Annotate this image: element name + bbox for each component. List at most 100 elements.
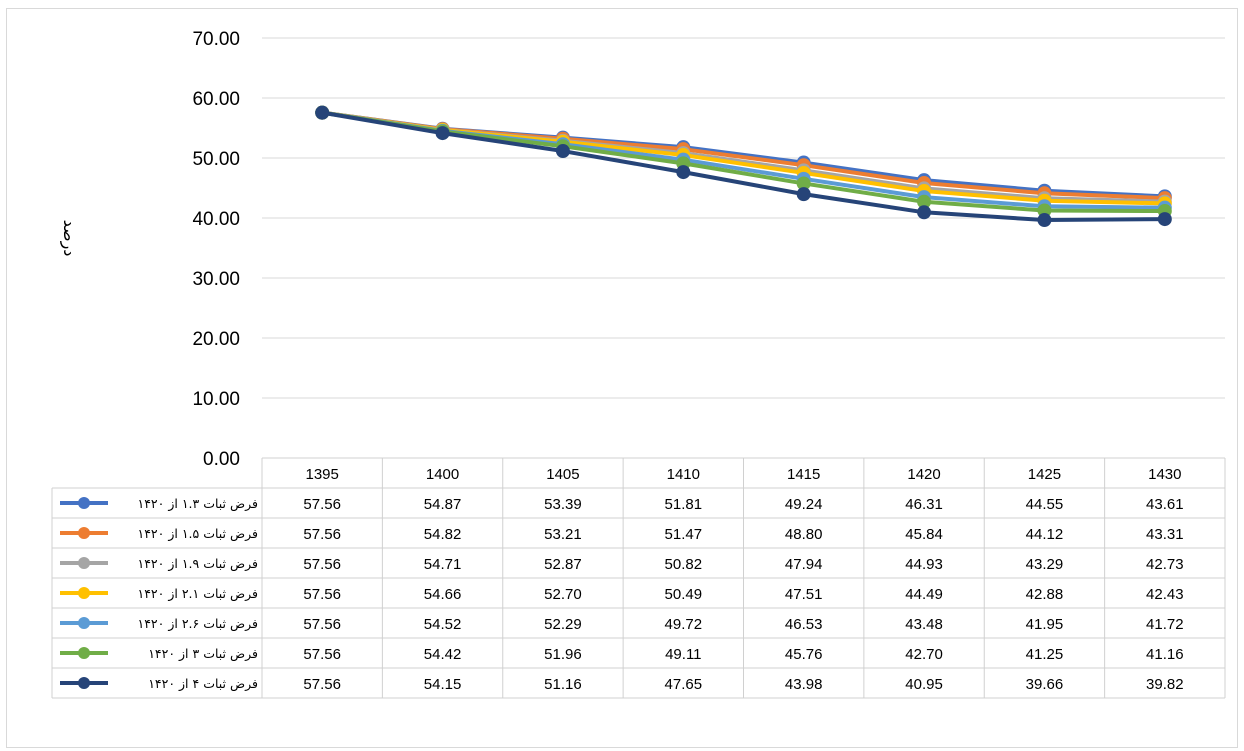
table-cell-value: 57.56 [303, 616, 341, 633]
table-cell-value: 45.76 [785, 646, 823, 663]
legend-label: فرض ثبات ۲.۶ از ۱۴۲۰ [138, 616, 259, 632]
legend-key-marker [78, 647, 90, 659]
table-cell-value: 44.55 [1026, 496, 1064, 513]
table-cell-value: 42.43 [1146, 586, 1184, 603]
data-point [1037, 213, 1052, 228]
table-cell-value: 53.39 [544, 496, 582, 513]
table-cell-value: 43.48 [905, 616, 943, 633]
legend-label: فرض ثبات ۱.۹ از ۱۴۲۰ [138, 556, 259, 572]
table-cell-value: 44.12 [1026, 526, 1064, 543]
table-cell-value: 42.88 [1026, 586, 1064, 603]
data-table: 1395 1400 1405 1410 1415 1420 1425 1430 فرض ثبات… [51, 457, 1226, 699]
table-cell-value: 54.82 [424, 526, 462, 543]
table-cell-value: 47.51 [785, 586, 823, 603]
y-tick-label: 60.00 [192, 89, 240, 110]
x-tick-label: 1420 [907, 466, 940, 483]
y-tick-label: 20.00 [192, 329, 240, 350]
y-tick-label: 40.00 [192, 209, 240, 230]
table-cell-value: 54.15 [424, 676, 462, 693]
legend-label: فرض ثبات ۱.۳ از ۱۴۲۰ [138, 496, 259, 512]
x-tick-label: 1405 [546, 466, 579, 483]
table-cell-value: 51.96 [544, 646, 582, 663]
table-cell-value: 42.73 [1146, 556, 1184, 573]
table-cell-value: 52.87 [544, 556, 582, 573]
legend-label: فرض ثبات ۲.۱ از ۱۴۲۰ [138, 586, 259, 602]
legend-key-marker [78, 497, 90, 509]
table-cell-value: 45.84 [905, 526, 943, 543]
series-line [321, 110, 1165, 214]
table-cell-value: 54.71 [424, 556, 462, 573]
x-tick-label: 1400 [426, 466, 459, 483]
y-axis-label: درصد [59, 220, 79, 257]
y-tick-label: 30.00 [192, 269, 240, 290]
x-tick-label: 1415 [787, 466, 820, 483]
table-cell-value: 57.56 [303, 586, 341, 603]
series-line [321, 110, 1165, 223]
table-cell-value: 43.29 [1026, 556, 1064, 573]
x-tick-label: 1425 [1028, 466, 1061, 483]
table-cell-value: 46.31 [905, 496, 943, 513]
legend-key-marker [78, 587, 90, 599]
table-cell-value: 57.56 [303, 556, 341, 573]
table-cell-value: 49.24 [785, 496, 823, 513]
table-cell-value: 47.65 [665, 676, 703, 693]
legend-label: فرض ثبات ۴ از ۱۴۲۰ [148, 676, 258, 692]
table-cell-value: 41.16 [1146, 646, 1184, 663]
data-point [555, 144, 570, 159]
y-tick-label: 70.00 [192, 29, 240, 50]
legend-key-marker [78, 677, 90, 689]
table-cell-value: 42.70 [905, 646, 943, 663]
y-axis: 0.00 10.00 20.00 30.00 40.00 50.00 60.00 70.00 [192, 29, 240, 470]
data-point [917, 205, 932, 220]
table-cell-value: 46.53 [785, 616, 823, 633]
table-cell-value: 50.49 [665, 586, 703, 603]
table-cell-value: 57.56 [303, 496, 341, 513]
table-cell-value: 57.56 [303, 676, 341, 693]
x-tick-label: 1430 [1148, 466, 1181, 483]
y-tick-label: 10.00 [192, 389, 240, 410]
table-cell-value: 43.98 [785, 676, 823, 693]
data-point [315, 105, 330, 120]
y-tick-label: 0.00 [203, 449, 240, 470]
table-cell-value: 47.94 [785, 556, 823, 573]
table-cell-value: 49.72 [665, 616, 703, 633]
chart-frame [6, 8, 1238, 748]
table-cell-value: 51.81 [665, 496, 703, 513]
legend-key-marker [78, 617, 90, 629]
table-cell-value: 57.56 [303, 526, 341, 543]
table-cell-value: 50.82 [665, 556, 703, 573]
table-cell-value: 54.66 [424, 586, 462, 603]
table-cell-value: 41.25 [1026, 646, 1064, 663]
table-cell-value: 40.95 [905, 676, 943, 693]
data-point [796, 176, 811, 191]
table-cell-value: 53.21 [544, 526, 582, 543]
table-cell-value: 54.87 [424, 496, 462, 513]
table-cell-value: 43.31 [1146, 526, 1184, 543]
table-cell-value: 43.61 [1146, 496, 1184, 513]
table-cell-value: 52.70 [544, 586, 582, 603]
legend-key-marker [78, 557, 90, 569]
data-point [676, 165, 691, 180]
data-point [917, 194, 932, 209]
x-tick-label: 1410 [667, 466, 700, 483]
table-cell-value: 48.80 [785, 526, 823, 543]
table-cell-value: 41.95 [1026, 616, 1064, 633]
data-point [435, 126, 450, 141]
series-lines [315, 105, 1172, 228]
table-cell-value: 54.52 [424, 616, 462, 633]
table-cell-value: 52.29 [544, 616, 582, 633]
table-cell-value: 51.47 [665, 526, 703, 543]
table-cell-value: 57.56 [303, 646, 341, 663]
legend-label: فرض ثبات ۳ از ۱۴۲۰ [148, 646, 258, 662]
table-cell-value: 39.82 [1146, 676, 1184, 693]
table-cell-value: 41.72 [1146, 616, 1184, 633]
table-cell-value: 39.66 [1026, 676, 1064, 693]
legend-key-marker [78, 527, 90, 539]
table-cell-value: 54.42 [424, 646, 462, 663]
data-point [796, 187, 811, 202]
table-cell-value: 44.49 [905, 586, 943, 603]
table-cell-value: 49.11 [665, 646, 701, 663]
y-tick-label: 50.00 [192, 149, 240, 170]
x-tick-label: 1395 [306, 466, 339, 483]
